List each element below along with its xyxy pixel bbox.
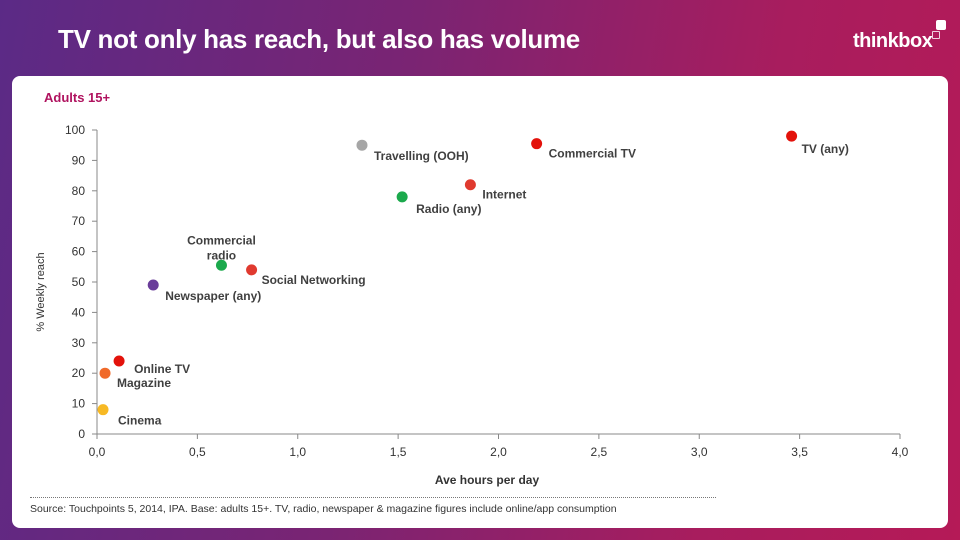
source-divider xyxy=(30,497,716,498)
y-tick-label: 50 xyxy=(72,275,86,289)
x-tick-label: 0,0 xyxy=(89,445,106,459)
data-point-label: Travelling (OOH) xyxy=(374,149,469,163)
chart-subtitle: Adults 15+ xyxy=(44,90,111,105)
y-tick-label: 10 xyxy=(72,397,86,411)
x-tick-label: 2,0 xyxy=(490,445,507,459)
logo-square-icon xyxy=(936,20,946,30)
data-point xyxy=(396,191,408,203)
data-point-label: Cinema xyxy=(118,414,162,428)
chart-panel xyxy=(12,76,948,528)
chart-axes xyxy=(96,130,900,435)
x-tick-label: 2,5 xyxy=(591,445,608,459)
page-title: TV not only has reach, but also has volu… xyxy=(58,24,580,54)
data-point-label: Social Networking xyxy=(262,273,366,287)
y-tick-label: 100 xyxy=(65,123,85,137)
data-point-label: Online TV xyxy=(134,362,190,376)
data-point xyxy=(246,264,258,276)
data-point-label: Commercial radio xyxy=(187,233,256,262)
y-tick-label: 30 xyxy=(72,336,86,350)
data-point xyxy=(464,179,476,191)
logo-outline-square-icon xyxy=(932,31,940,39)
y-tick-label: 70 xyxy=(72,214,86,228)
x-tick-label: 3,5 xyxy=(791,445,808,459)
y-tick-label: 80 xyxy=(72,184,86,198)
y-tick-label: 60 xyxy=(72,245,86,259)
data-point xyxy=(113,355,125,367)
data-points: TV (any) Commercial TV Travelling (OOH) Int… xyxy=(97,130,849,428)
data-point-label: Magazine xyxy=(117,376,171,390)
data-point-label: Internet xyxy=(482,188,526,202)
y-axis-label: % Weekly reach xyxy=(35,252,47,331)
x-tick-label: 1,0 xyxy=(289,445,306,459)
thinkbox-logo: thinkbox xyxy=(853,30,933,52)
x-tick-label: 3,0 xyxy=(691,445,708,459)
y-tick-label: 90 xyxy=(72,153,86,167)
data-point xyxy=(97,404,109,416)
data-point xyxy=(356,139,368,151)
source-note: Source: Touchpoints 5, 2014, IPA. Base: … xyxy=(30,503,617,515)
data-point xyxy=(99,367,111,379)
data-point-label: TV (any) xyxy=(802,142,849,156)
y-axis-ticks: 0 10 20 30 40 50 60 70 80 90 100 xyxy=(65,123,97,441)
x-axis-ticks: 0,0 0,5 1,0 1,5 2,0 2,5 3,0 3,5 4,0 xyxy=(89,434,909,459)
data-point xyxy=(786,130,798,142)
data-point xyxy=(531,138,543,150)
data-point-label: Commercial TV xyxy=(549,147,636,161)
data-point-label: Radio (any) xyxy=(416,202,481,216)
data-point xyxy=(215,259,227,271)
x-axis-label: Ave hours per day xyxy=(435,473,540,487)
data-point-label: Newspaper (any) xyxy=(165,289,261,303)
y-tick-label: 0 xyxy=(78,427,85,441)
x-tick-label: 1,5 xyxy=(390,445,407,459)
y-tick-label: 20 xyxy=(72,366,86,380)
x-tick-label: 0,5 xyxy=(189,445,206,459)
y-tick-label: 40 xyxy=(72,305,86,319)
x-tick-label: 4,0 xyxy=(892,445,909,459)
data-point xyxy=(147,279,159,291)
